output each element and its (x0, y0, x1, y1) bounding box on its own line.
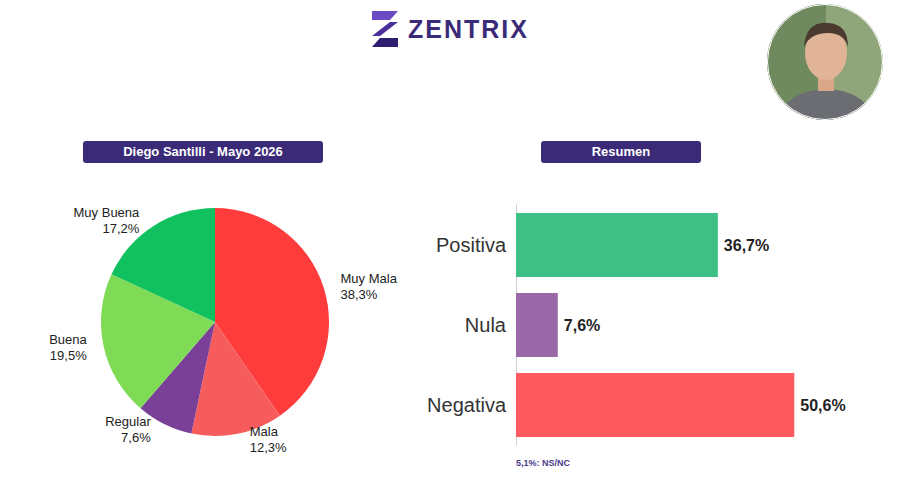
html-text:Resumen: Resumen (591, 144, 651, 159)
svg-text:12,3%: 12,3% (250, 440, 287, 455)
svg-text:Muy Buena: Muy Buena (74, 205, 141, 220)
svg-text:36,7%: 36,7% (724, 237, 769, 254)
svg-text:Muy Mala: Muy Mala (341, 271, 398, 286)
html-text:ZENTRIX: ZENTRIX (408, 14, 529, 43)
svg-text:Nula: Nula (465, 314, 507, 336)
svg-text:Negativa: Negativa (427, 394, 507, 416)
svg-text:Mala: Mala (250, 424, 279, 439)
svg-text:7,6%: 7,6% (564, 317, 600, 334)
html-text:Diego Santilli - Mayo 2026: Diego Santilli - Mayo 2026 (123, 144, 283, 159)
html-text:5,1%: NS/NC: 5,1%: NS/NC (516, 458, 570, 468)
svg-text:Positiva: Positiva (436, 234, 507, 256)
svg-text:Regular: Regular (105, 414, 151, 429)
svg-text:19,5%: 19,5% (50, 348, 87, 363)
svg-text:50,6%: 50,6% (800, 397, 845, 414)
svg-text:17,2%: 17,2% (102, 221, 139, 236)
svg-text:7,6%: 7,6% (121, 430, 151, 445)
svg-text:Buena: Buena (49, 332, 87, 347)
svg-text:38,3%: 38,3% (341, 287, 378, 302)
